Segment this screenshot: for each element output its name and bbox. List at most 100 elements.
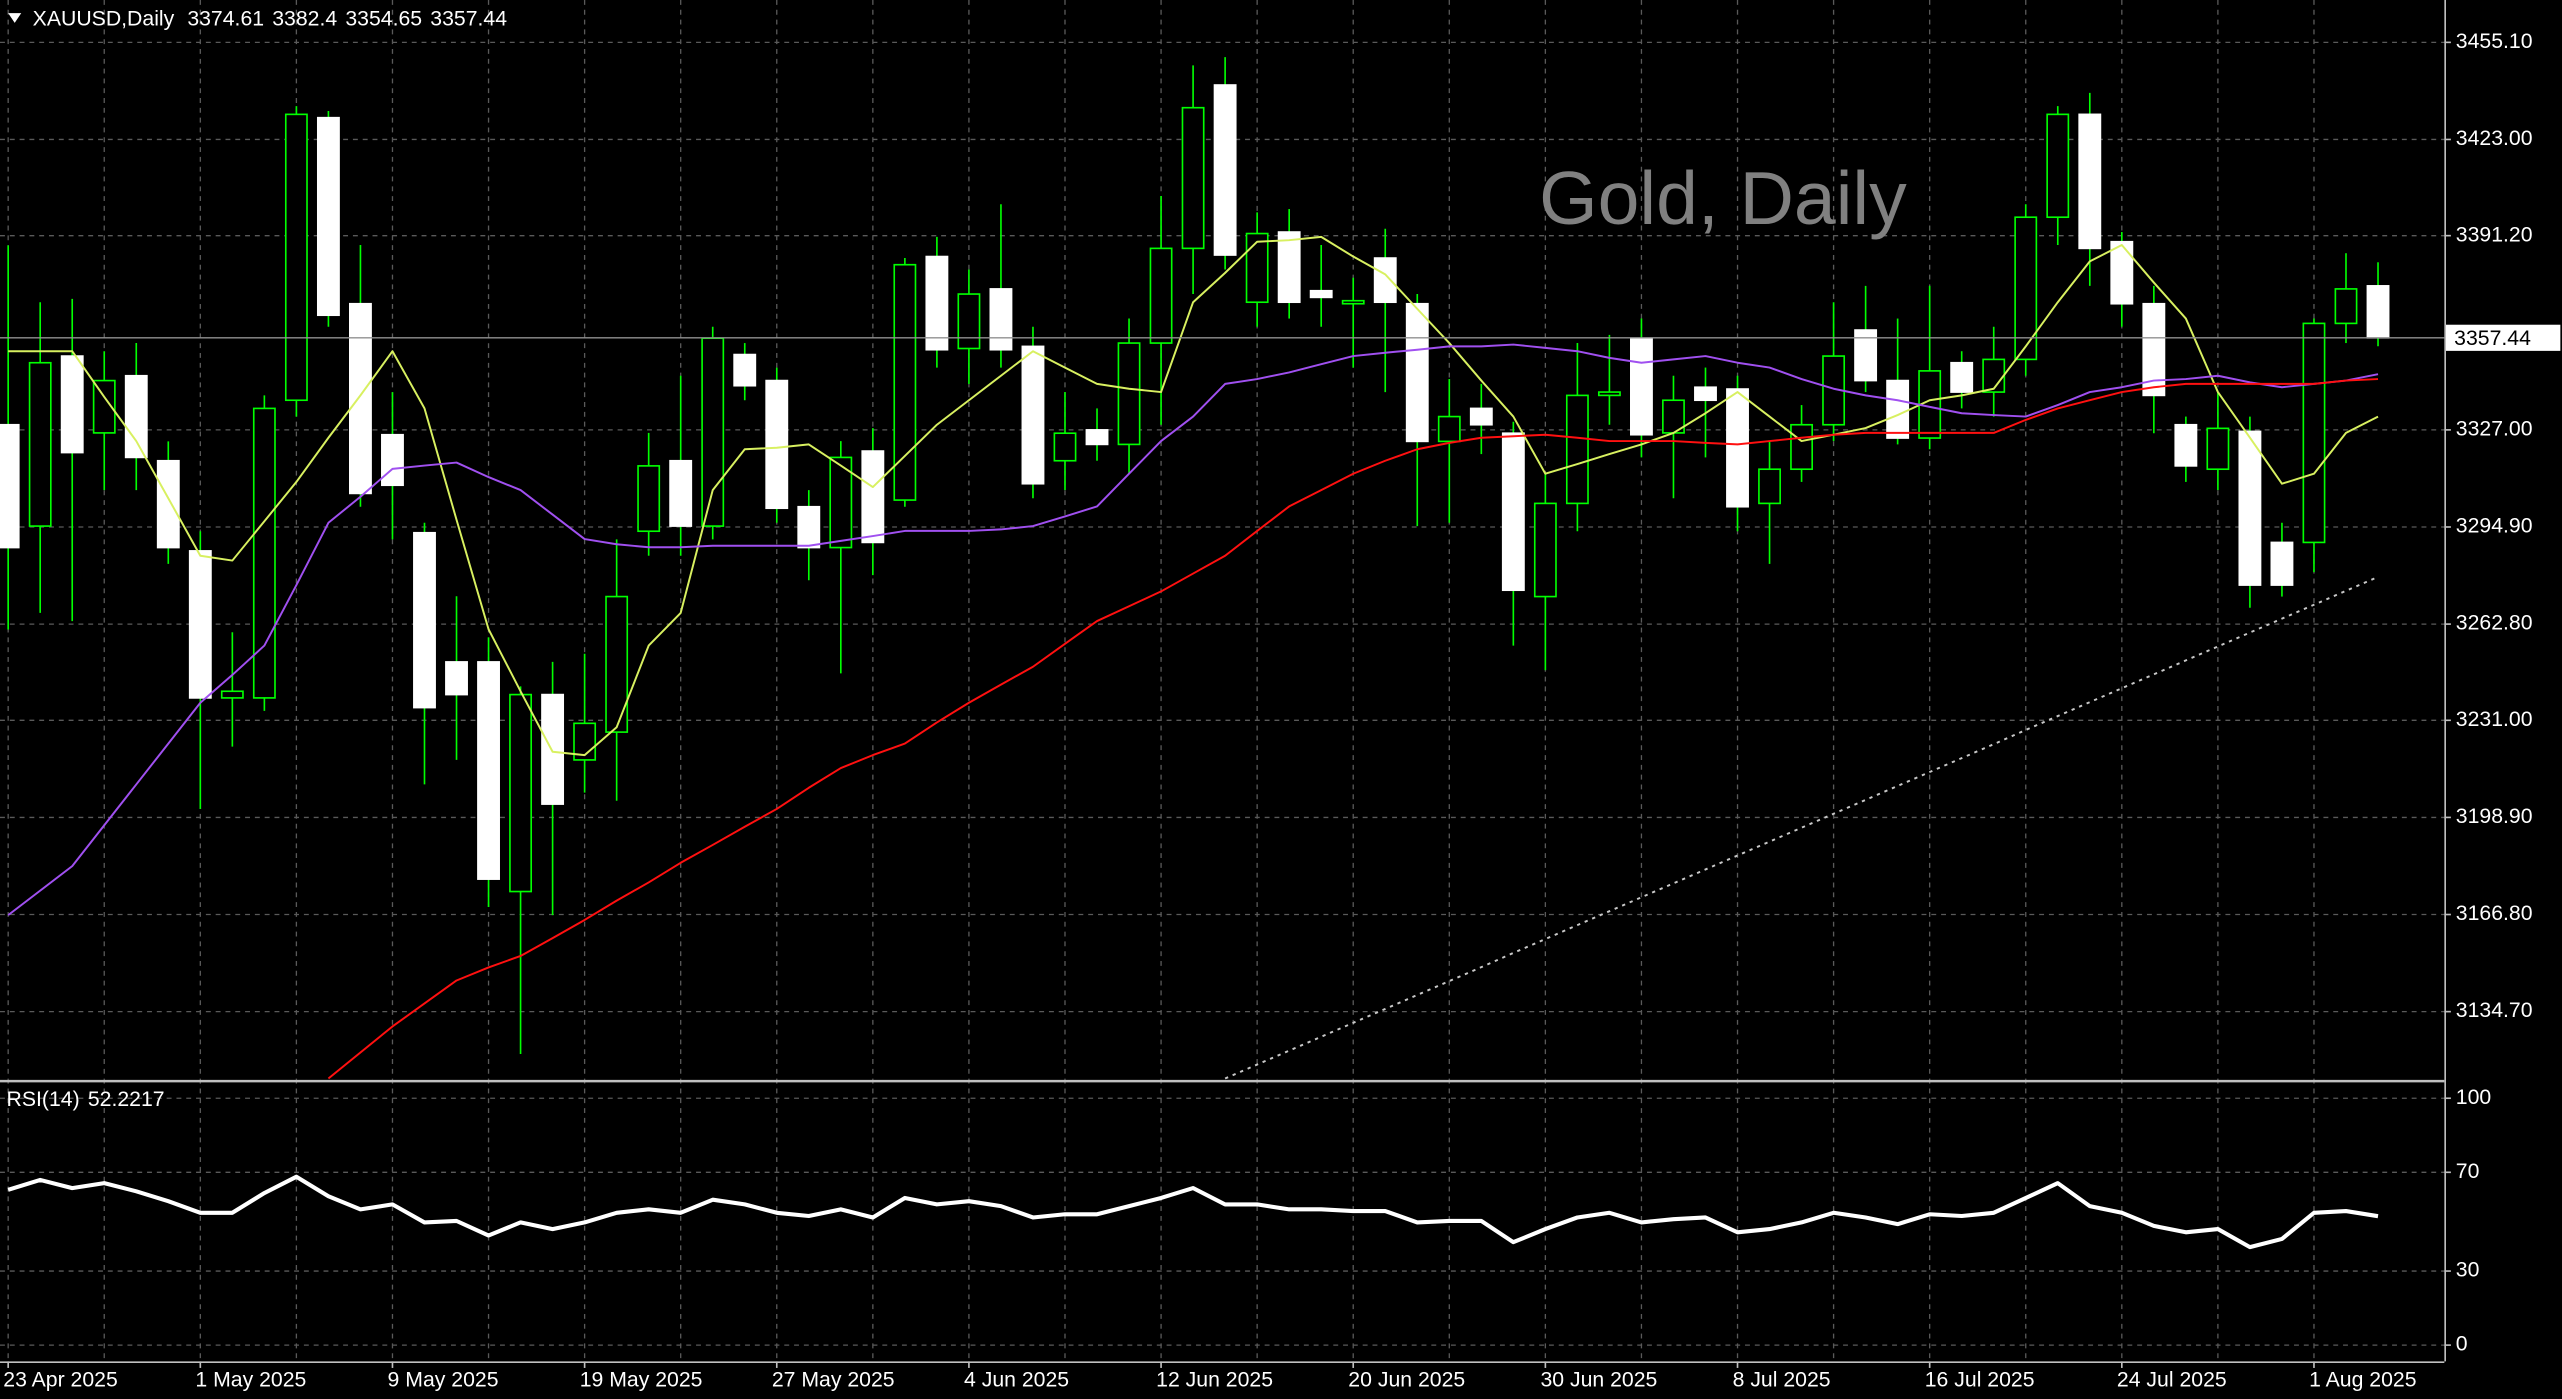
- indicator-line: [1224, 576, 2379, 1080]
- x-tick-label: 4 Jun 2025: [964, 1368, 1069, 1392]
- candle-body: [925, 255, 949, 351]
- candle-body: [2302, 322, 2326, 544]
- candle-body: [1694, 386, 1717, 402]
- indicator-line: [327, 378, 2379, 1080]
- y-tick-label: 3198.90: [2456, 804, 2533, 828]
- y-tick-label: 3391.20: [2456, 222, 2533, 246]
- candle-body: [1565, 394, 1589, 505]
- y-tick-label: 70: [2456, 1159, 2480, 1183]
- candle-body: [92, 379, 116, 434]
- x-tick-label: 20 Jun 2025: [1348, 1368, 1465, 1392]
- y-tick-label: 3423.00: [2456, 126, 2533, 150]
- candle-body: [124, 374, 148, 459]
- candle-body: [989, 288, 1013, 351]
- watermark: Gold, Daily: [1539, 156, 1907, 240]
- candle-body: [2078, 113, 2102, 250]
- candle-body: [893, 263, 917, 501]
- candle-body: [477, 661, 500, 880]
- rsi-header: RSI(14) 52.2217: [7, 1087, 165, 1111]
- candle-body: [413, 531, 436, 709]
- candle-body: [1309, 289, 1333, 299]
- header-low: 3354.65: [345, 6, 422, 30]
- candle-body: [701, 337, 725, 527]
- y-tick-label: 3327.00: [2456, 416, 2533, 440]
- candle-body: [2366, 285, 2390, 339]
- candle-body: [1533, 502, 1557, 598]
- candle-body: [541, 693, 565, 805]
- candle-body: [1886, 379, 1910, 439]
- candle-body: [1117, 342, 1141, 446]
- candle-body: [1181, 106, 1205, 250]
- y-tick-label: 3262.80: [2456, 611, 2533, 635]
- candle-body: [637, 465, 661, 533]
- candle-body: [2110, 240, 2134, 305]
- x-tick-label: 27 May 2025: [772, 1368, 895, 1392]
- candle-body: [445, 661, 468, 696]
- candle-body: [60, 355, 84, 454]
- candle-body: [1630, 337, 1653, 436]
- grid-layer: [0, 0, 2445, 1362]
- y-tick-label: 0: [2456, 1332, 2468, 1356]
- candle-body: [1277, 231, 1301, 304]
- candle-body: [1053, 432, 1077, 462]
- candle-body: [1373, 257, 1397, 304]
- price-tag-label: 3357.44: [2454, 326, 2531, 350]
- candle-body: [1597, 391, 1621, 397]
- indicator-line: [7, 343, 2379, 916]
- y-tick-label: 100: [2456, 1085, 2491, 1109]
- y-tick-label: 30: [2456, 1258, 2480, 1282]
- x-tick-label: 19 May 2025: [580, 1368, 703, 1392]
- x-tick-label: 8 Jul 2025: [1733, 1368, 1831, 1392]
- rsi-line: [7, 1174, 2379, 1250]
- candle-body: [1950, 361, 1974, 393]
- header-close: 3357.44: [430, 6, 507, 30]
- candle-body: [1021, 345, 1045, 485]
- candle-body: [188, 550, 212, 699]
- candle-body: [2238, 430, 2262, 586]
- y-tick-label: 3455.10: [2456, 29, 2533, 53]
- candle-body: [733, 353, 757, 387]
- x-tick-label: 16 Jul 2025: [1925, 1368, 2035, 1392]
- menu-arrow[interactable]: [8, 13, 22, 23]
- candle-body: [1405, 302, 1429, 443]
- rsi-current: 52.2217: [88, 1087, 165, 1111]
- symbol: XAUUSD,Daily: [33, 6, 175, 30]
- candle-body: [829, 456, 853, 549]
- candle-body: [2046, 113, 2070, 219]
- candle-body: [957, 293, 981, 350]
- price-tag: [2445, 324, 2561, 351]
- candle-body: [1469, 407, 1493, 426]
- candle-body: [797, 505, 821, 549]
- candle-body: [669, 459, 693, 527]
- y-tick-label: 3166.80: [2456, 901, 2533, 925]
- candle-body: [1758, 468, 1781, 505]
- candle-body: [1437, 415, 1461, 443]
- candle-body: [1085, 429, 1109, 446]
- candle-body: [861, 450, 885, 544]
- candle-body: [2142, 302, 2166, 397]
- x-tick-label: 9 May 2025: [388, 1368, 499, 1392]
- candle-body: [28, 361, 52, 527]
- candle-body: [2174, 423, 2198, 467]
- candle-body: [1341, 299, 1365, 305]
- candle-body: [1213, 84, 1237, 256]
- candle-body: [252, 407, 276, 699]
- candle-body: [2206, 427, 2230, 471]
- candle-body: [156, 459, 180, 549]
- candle-body: [2270, 541, 2294, 586]
- candle-body: [1149, 247, 1173, 344]
- candle-body: [316, 116, 340, 317]
- x-tick-label: 23 Apr 2025: [3, 1368, 118, 1392]
- y-tick-label: 3294.90: [2456, 514, 2533, 538]
- candle-body: [1790, 423, 1814, 471]
- candle-body: [1245, 232, 1269, 304]
- candle-body: [1501, 432, 1525, 592]
- candle-body: [284, 113, 308, 402]
- y-tick-label: 3134.70: [2456, 998, 2533, 1022]
- candle-body: [2334, 288, 2358, 325]
- x-tick-label: 30 Jun 2025: [1540, 1368, 1657, 1392]
- rsi-title: RSI(14): [7, 1087, 80, 1111]
- candle-body: [2014, 216, 2038, 361]
